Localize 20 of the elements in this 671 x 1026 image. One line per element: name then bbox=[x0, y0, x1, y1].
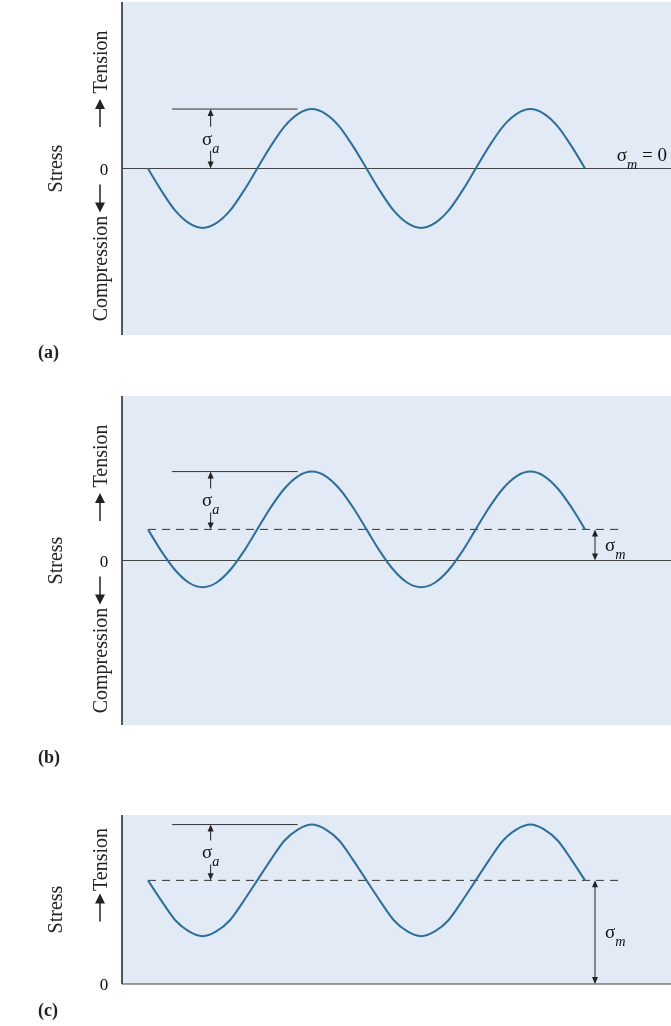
annotation: σ$_{a}$ bbox=[201, 841, 220, 870]
text: (c) bbox=[38, 1000, 58, 1021]
text: Compression bbox=[89, 215, 112, 322]
text: 0 bbox=[99, 975, 109, 994]
text: Compression bbox=[89, 607, 112, 714]
text: (a) bbox=[38, 342, 59, 363]
text: Tension bbox=[89, 30, 111, 94]
text: σ$_{m}$ bbox=[605, 533, 626, 562]
y-axis-title: Stress bbox=[44, 885, 66, 934]
text: σ$_{m}$ = 0 bbox=[616, 143, 667, 172]
y-axis-title: Stress bbox=[44, 536, 66, 585]
text: Tension bbox=[89, 424, 111, 488]
text: 0 bbox=[99, 551, 109, 571]
y-axis-title: Stress bbox=[44, 144, 66, 193]
text: 0 bbox=[99, 159, 109, 179]
text: σ$_{m}$ bbox=[605, 921, 626, 950]
text: (b) bbox=[38, 747, 60, 768]
annotation: σ$_{a}$ bbox=[201, 127, 220, 156]
text: Tension bbox=[89, 827, 111, 892]
annotation: σ$_{a}$ bbox=[201, 489, 220, 518]
